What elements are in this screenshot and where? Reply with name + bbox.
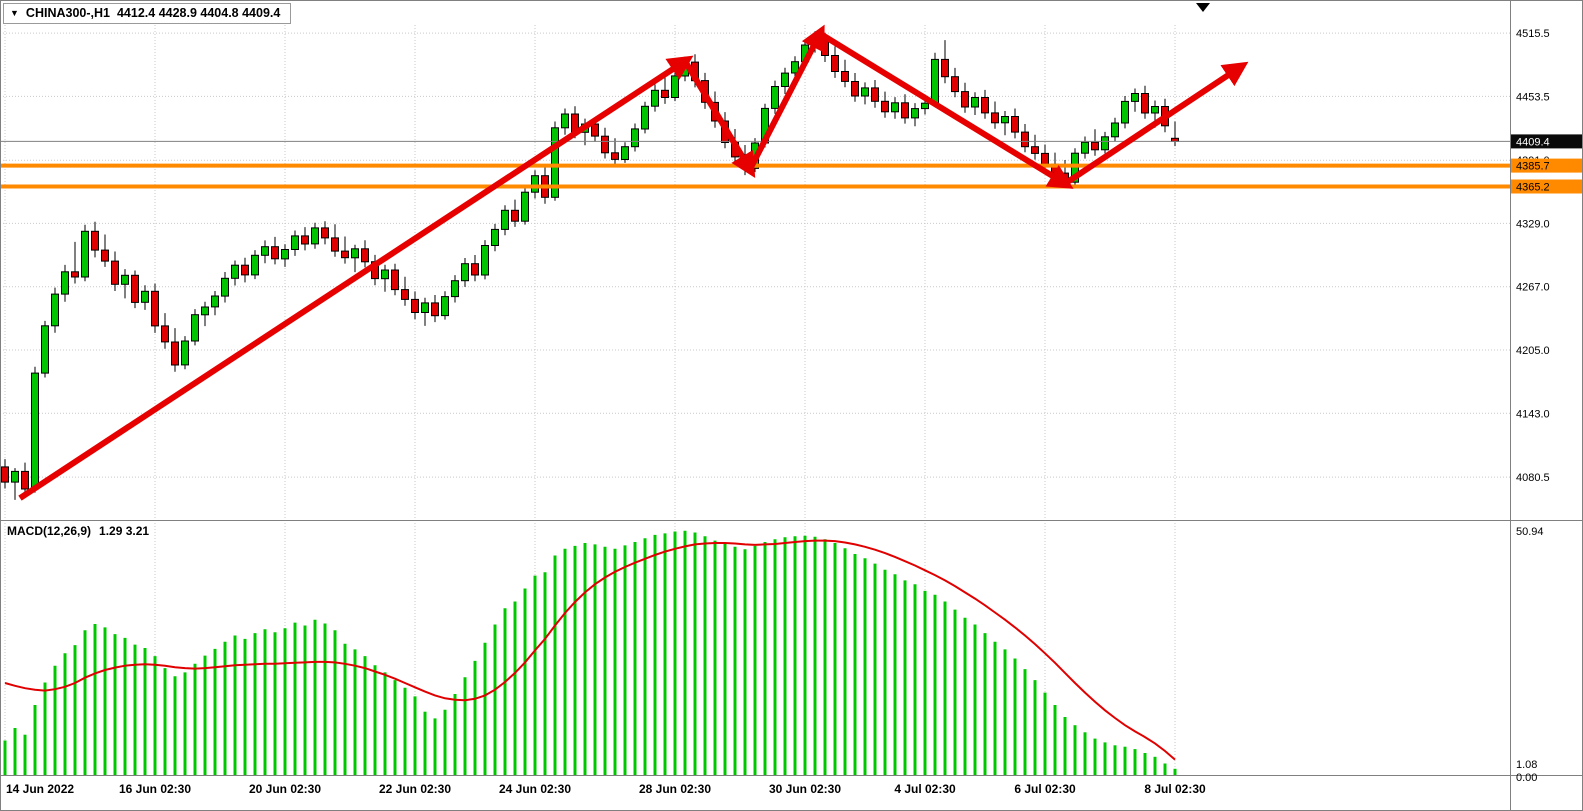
trend-arrow[interactable] [682,59,756,178]
svg-text:20 Jun 02:30: 20 Jun 02:30 [249,782,321,796]
support-level-badge: 4365.2 [1511,179,1582,194]
svg-text:4143.0: 4143.0 [1516,408,1550,420]
svg-text:22 Jun 02:30: 22 Jun 02:30 [379,782,451,796]
chart-header: ▼ CHINA300-,H1 4412.4 4428.9 4404.8 4409… [3,3,292,24]
svg-text:16 Jun 02:30: 16 Jun 02:30 [119,782,191,796]
svg-text:4205.0: 4205.0 [1516,345,1550,357]
ohlc-values: 4412.4 4428.9 4404.8 4409.4 [116,6,281,20]
svg-text:8 Jul 02:30: 8 Jul 02:30 [1144,782,1206,796]
svg-text:4453.5: 4453.5 [1516,91,1550,103]
svg-text:0.00: 0.00 [1516,772,1537,784]
svg-text:1.08: 1.08 [1516,759,1537,771]
candles-layer [1,31,1179,500]
time-axis[interactable]: 14 Jun 2022 16 Jun 02:30 20 Jun 02:30 22 Ju… [6,782,1206,796]
chart-shift-marker[interactable] [1196,3,1210,12]
svg-text:4409.4: 4409.4 [1516,136,1550,148]
svg-text:4267.0: 4267.0 [1516,282,1550,294]
svg-text:6 Jul 02:30: 6 Jul 02:30 [1014,782,1076,796]
svg-text:50.94: 50.94 [1516,526,1544,538]
svg-text:14 Jun 2022: 14 Jun 2022 [6,782,74,796]
macd-histogram [3,530,1177,775]
macd-values: 1.29 3.21 [99,524,150,538]
symbol-timeframe-label: CHINA300-,H1 [25,6,110,20]
svg-text:30 Jun 02:30: 30 Jun 02:30 [769,782,841,796]
current-price-badge: 4409.4 [1511,134,1582,149]
price-axis[interactable]: 4515.54453.54391.04329.04267.04205.04143… [1516,28,1550,784]
svg-text:24 Jun 02:30: 24 Jun 02:30 [499,782,571,796]
trend-arrow[interactable] [18,55,694,501]
svg-text:4329.0: 4329.0 [1516,218,1550,230]
trend-arrow[interactable] [1063,61,1249,187]
svg-text:4385.7: 4385.7 [1516,161,1550,173]
macd-name: MACD(12,26,9) [7,524,92,538]
macd-indicator-label: MACD(12,26,9) 1.29 3.21 [7,524,149,538]
macd-signal-line [4,539,1176,761]
svg-text:4365.2: 4365.2 [1516,182,1550,194]
trend-arrow[interactable] [747,24,825,171]
support-level-badge: 4385.7 [1511,158,1582,173]
svg-text:4080.5: 4080.5 [1516,472,1550,484]
symbol-dropdown-icon[interactable]: ▼ [10,7,19,18]
trend-arrow[interactable] [818,31,1074,189]
svg-text:4515.5: 4515.5 [1516,28,1550,40]
svg-text:4 Jul 02:30: 4 Jul 02:30 [894,782,956,796]
svg-text:28 Jun 02:30: 28 Jun 02:30 [639,782,711,796]
